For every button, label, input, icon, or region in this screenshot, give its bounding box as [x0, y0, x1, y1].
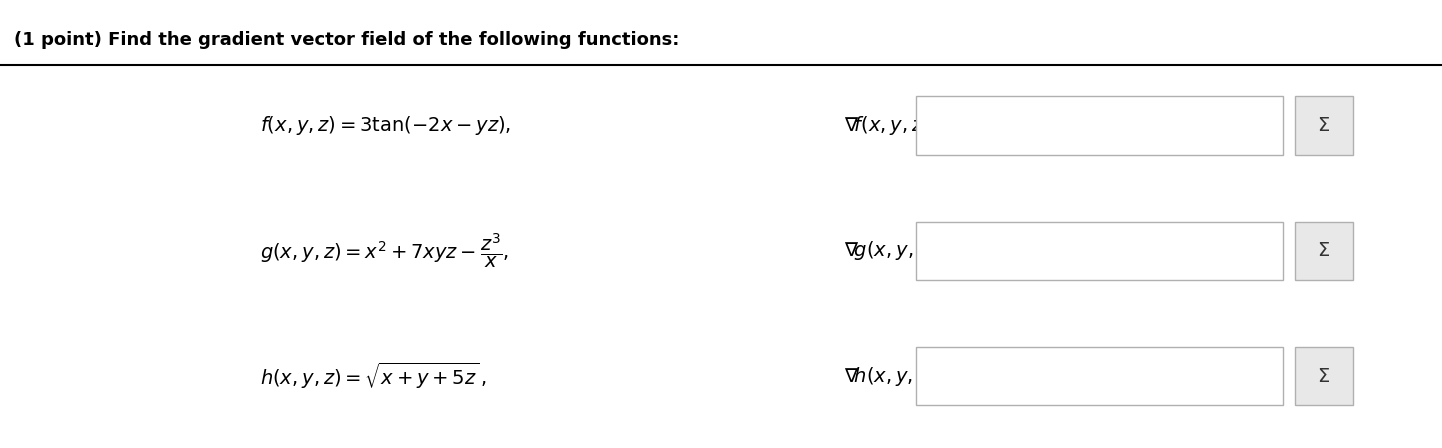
- Text: $\Sigma$: $\Sigma$: [1317, 241, 1331, 260]
- Text: $\nabla\! h(x, y, z) =$: $\nabla\! h(x, y, z) =$: [844, 365, 955, 388]
- Text: $g(x, y, z) = x^2 + 7xyz - \dfrac{z^3}{x},$: $g(x, y, z) = x^2 + 7xyz - \dfrac{z^3}{x…: [260, 231, 509, 271]
- Text: $\Sigma$: $\Sigma$: [1317, 116, 1331, 135]
- FancyBboxPatch shape: [1295, 96, 1353, 155]
- FancyBboxPatch shape: [916, 96, 1283, 155]
- Text: $h(x, y, z) = \sqrt{x + y + 5z}\,,$: $h(x, y, z) = \sqrt{x + y + 5z}\,,$: [260, 361, 486, 392]
- Text: $\nabla\! f(x, y, z) =$: $\nabla\! f(x, y, z) =$: [844, 114, 949, 137]
- Text: $f(x, y, z) = 3\tan(-2x - yz),$: $f(x, y, z) = 3\tan(-2x - yz),$: [260, 114, 510, 137]
- FancyBboxPatch shape: [916, 222, 1283, 280]
- Text: $\Sigma$: $\Sigma$: [1317, 367, 1331, 386]
- Text: (1 point) Find the gradient vector field of the following functions:: (1 point) Find the gradient vector field…: [14, 31, 679, 49]
- FancyBboxPatch shape: [916, 347, 1283, 405]
- FancyBboxPatch shape: [1295, 222, 1353, 280]
- FancyBboxPatch shape: [1295, 347, 1353, 405]
- Text: $\nabla\! g(x, y, z) =$: $\nabla\! g(x, y, z) =$: [844, 239, 955, 263]
